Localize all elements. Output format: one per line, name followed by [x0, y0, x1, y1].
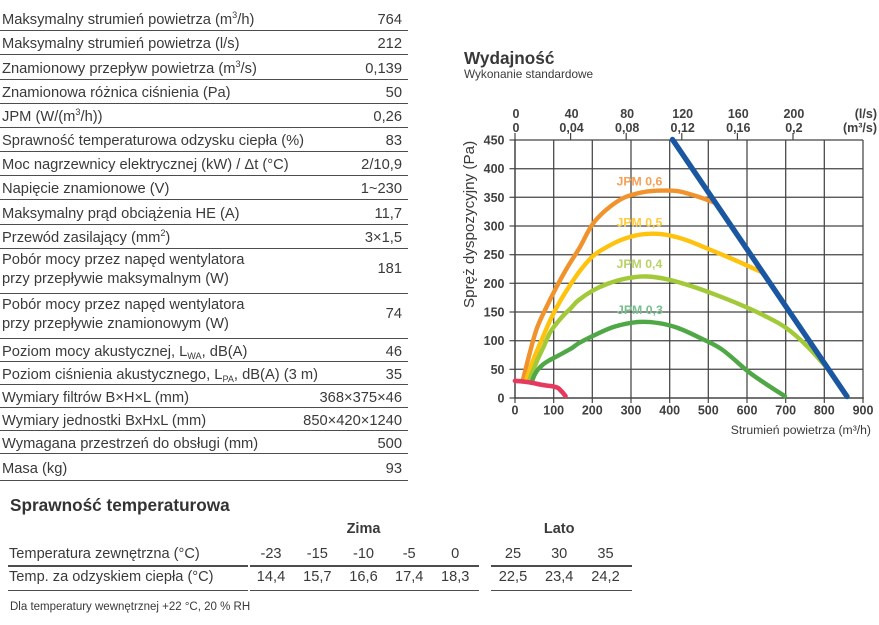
- svg-text:200: 200: [783, 107, 804, 121]
- svg-text:300: 300: [621, 404, 642, 418]
- svg-text:Strumień powietrza (m³/h): Strumień powietrza (m³/h): [731, 423, 871, 437]
- svg-text:50: 50: [491, 363, 505, 377]
- svg-text:0,08: 0,08: [615, 121, 639, 135]
- svg-text:350: 350: [484, 191, 505, 205]
- svg-text:Wydajność: Wydajność: [464, 48, 555, 68]
- svg-text:400: 400: [659, 404, 680, 418]
- svg-text:Wykonanie standardowe: Wykonanie standardowe: [464, 67, 594, 81]
- svg-text:900: 900: [853, 404, 874, 418]
- svg-text:(m³/s): (m³/s): [843, 121, 877, 135]
- svg-text:450: 450: [484, 134, 505, 148]
- svg-text:0,16: 0,16: [726, 121, 750, 135]
- svg-text:0: 0: [513, 121, 520, 135]
- svg-text:0,04: 0,04: [559, 121, 583, 135]
- svg-text:JPM 0,3: JPM 0,3: [617, 303, 663, 317]
- svg-text:300: 300: [484, 220, 505, 234]
- svg-text:700: 700: [775, 404, 796, 418]
- svg-text:100: 100: [543, 404, 564, 418]
- svg-text:250: 250: [484, 248, 505, 262]
- svg-text:JPM 0,6: JPM 0,6: [617, 175, 663, 189]
- svg-text:0,12: 0,12: [671, 121, 695, 135]
- svg-text:JPM 0,4: JPM 0,4: [617, 257, 663, 271]
- svg-text:100: 100: [484, 334, 505, 348]
- svg-text:600: 600: [737, 404, 758, 418]
- svg-text:40: 40: [565, 107, 579, 121]
- svg-text:80: 80: [620, 107, 634, 121]
- svg-text:120: 120: [672, 107, 693, 121]
- svg-text:150: 150: [484, 306, 505, 320]
- svg-text:0: 0: [512, 404, 519, 418]
- svg-text:JPM 0,5: JPM 0,5: [617, 216, 663, 230]
- svg-text:0,2: 0,2: [785, 121, 802, 135]
- svg-text:200: 200: [582, 404, 603, 418]
- svg-text:0: 0: [498, 392, 505, 406]
- svg-text:500: 500: [698, 404, 719, 418]
- svg-text:Spręż dyspozycyjny (Pa): Spręż dyspozycyjny (Pa): [461, 141, 478, 308]
- svg-text:(l/s): (l/s): [855, 107, 877, 121]
- svg-text:200: 200: [484, 277, 505, 291]
- svg-text:800: 800: [814, 404, 835, 418]
- svg-text:400: 400: [484, 162, 505, 176]
- svg-text:0: 0: [513, 107, 520, 121]
- svg-text:160: 160: [728, 107, 749, 121]
